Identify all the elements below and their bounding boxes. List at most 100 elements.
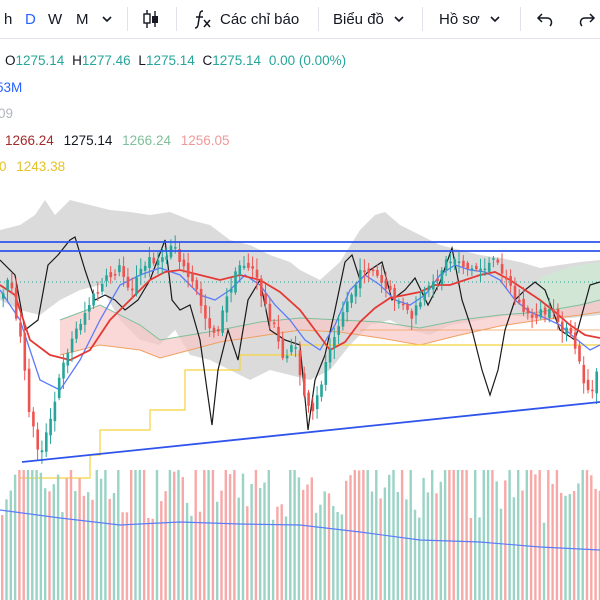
indicators-button[interactable]: Các chỉ báo — [192, 0, 299, 38]
candle-body — [315, 395, 319, 410]
volume-bar — [216, 501, 219, 600]
timeframe-dropdown[interactable] — [101, 0, 113, 38]
candle-body — [311, 402, 315, 412]
low-label: L — [138, 53, 146, 68]
volume-bar — [254, 470, 258, 600]
high-value: 1277.46 — [81, 53, 131, 68]
volume-ma-line — [0, 509, 600, 551]
candle-body — [277, 326, 280, 342]
timeframe-week[interactable]: W — [48, 10, 63, 28]
candle-body — [96, 292, 100, 294]
candle-body — [539, 309, 543, 317]
candle-body — [479, 268, 482, 272]
candle-body — [195, 280, 199, 290]
volume-bar — [173, 471, 176, 600]
volume-bar — [91, 499, 94, 600]
volume-bar — [345, 480, 348, 600]
support-trendline — [21, 401, 600, 463]
candle-body — [535, 314, 538, 318]
volume-bar — [340, 514, 344, 600]
candle-body — [526, 307, 530, 314]
redo-icon — [579, 13, 596, 27]
chart-type-button[interactable] — [141, 0, 161, 38]
candle-body — [100, 283, 104, 292]
volume-bar — [203, 470, 206, 600]
candle-body — [32, 411, 35, 427]
volume-bar — [39, 472, 43, 600]
volume-bar — [379, 498, 382, 600]
candle-body — [591, 389, 594, 392]
volume-bar — [228, 474, 232, 600]
volume-bar — [486, 470, 490, 600]
volume-bar — [104, 470, 107, 600]
volume-bar — [220, 490, 223, 600]
candle-body — [376, 270, 379, 276]
candle-body — [427, 285, 431, 290]
volume-bar — [52, 484, 55, 600]
volume-bar — [590, 475, 593, 600]
candle-body — [234, 271, 237, 293]
timeframe-day[interactable]: D — [25, 10, 36, 28]
volume-bar — [1, 515, 4, 600]
volume-bar — [99, 478, 103, 600]
candle-body — [242, 265, 246, 268]
candle-body — [135, 277, 138, 295]
candle-body — [595, 371, 598, 394]
candle-body — [36, 429, 39, 450]
volume-bar — [461, 470, 464, 600]
volume-bar — [31, 470, 34, 600]
chart-menu-button[interactable]: Biểu đồ — [333, 0, 405, 38]
leading-span-b-line — [59, 311, 600, 359]
volume-bar — [211, 470, 215, 600]
candle-body — [573, 332, 577, 349]
candle-body — [27, 368, 31, 412]
chevron-down-icon — [394, 16, 404, 23]
profile-menu-button[interactable]: Hồ sơ — [439, 0, 501, 38]
volume-bar — [267, 470, 270, 600]
candle-body — [45, 432, 48, 452]
volume-bar — [435, 493, 438, 600]
high-label: H — [72, 53, 82, 68]
open-label: O — [5, 53, 16, 68]
candle-body — [281, 338, 285, 358]
candle-body — [2, 293, 5, 299]
volume-bar — [332, 506, 335, 600]
volume-bar — [362, 470, 365, 600]
volume-bar — [198, 511, 202, 600]
candle-body — [552, 310, 555, 312]
ichimoku-value: 1266.24 — [5, 133, 54, 148]
volume-bar — [585, 470, 589, 600]
candle-body — [143, 265, 147, 271]
volume-bar — [478, 517, 481, 600]
candle-body — [548, 309, 551, 318]
candle-body — [565, 327, 568, 335]
volume-bar — [224, 470, 227, 600]
volume-bar — [65, 478, 68, 600]
chart-toolbar: h D W M Các chỉ báo Biểu đồ Hồ sơ — [0, 0, 600, 39]
volume-bar — [263, 482, 266, 600]
candle-body — [354, 284, 358, 297]
candle-body — [251, 266, 254, 269]
redo-button[interactable] — [578, 0, 596, 38]
undo-button[interactable] — [536, 0, 554, 38]
ohlc-legend-row: O1275.14 H1277.46 L1275.14 C1275.14 0.00… — [5, 53, 350, 68]
chevron-down-icon — [490, 16, 500, 23]
volume-bar — [297, 477, 301, 600]
leading-span-cloud — [60, 300, 600, 358]
volume-bar — [117, 470, 120, 600]
timeframe-hour[interactable]: h — [4, 10, 13, 28]
volume-bar — [495, 481, 498, 600]
candle-body — [174, 247, 177, 249]
volume-bar — [26, 470, 30, 600]
volume-bar — [336, 512, 339, 600]
volume-bar — [383, 487, 387, 600]
low-value: 1275.14 — [145, 53, 195, 68]
candle-body — [83, 313, 87, 325]
ichimoku-value: 1256.05 — [180, 133, 230, 148]
timeframe-month[interactable]: M — [76, 10, 89, 28]
volume-bar — [366, 470, 369, 600]
volume-bar — [542, 522, 546, 600]
candle-body — [217, 329, 220, 332]
candle-body — [290, 345, 293, 353]
